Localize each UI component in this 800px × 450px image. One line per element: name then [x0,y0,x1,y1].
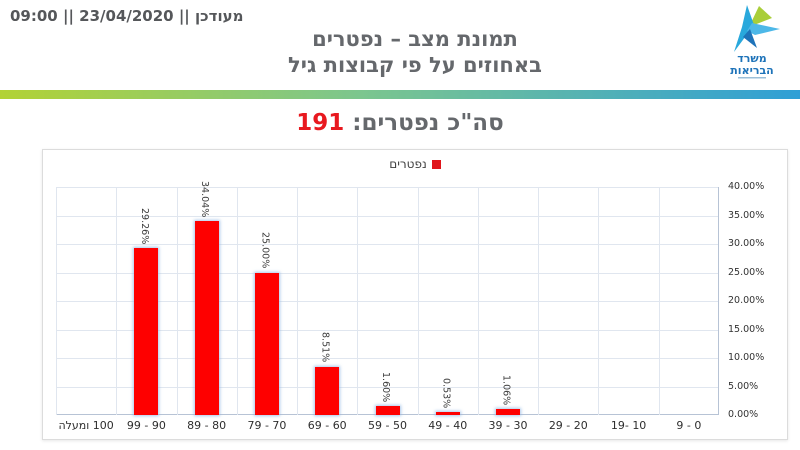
chart-legend: נפטרים [43,157,787,171]
x-category-label: 100 ומעלה [58,419,114,432]
y-tick-label: 5.00% [728,380,759,392]
page-title: תמונת מצב – נפטרים באחוזים על פי קבוצות … [288,27,542,78]
bar-30-39 [496,408,521,415]
bar-chart-plot-area: 29.26% 34.04% 25.00% 8.51% 1.60% 0.53% 1.06% [56,181,719,415]
x-category-label: 0 - 9 [676,419,702,432]
y-tick-label: 30.00% [728,238,765,249]
v-gridline [297,187,299,415]
bar-value-label: 8.51% [319,332,331,363]
y-tick-label: 15.00% [728,323,765,335]
y-axis-line [718,187,719,415]
x-category-label: 50 - 59 [368,419,407,432]
y-tick-label: 10.00% [728,352,765,363]
h-gridline [56,215,719,217]
y-tick-label: 25.00% [728,266,765,278]
v-gridline [538,187,540,415]
v-gridline [598,187,600,415]
page-title-line1: תמונת מצב – נפטרים [312,27,518,51]
bar-90-99 [134,248,159,415]
x-axis-category-labels: 100 ומעלה 90 - 99 80 - 89 70 - 79 60 - 69 50 … [56,419,719,437]
logo-tagline-rule [738,77,766,79]
x-category-label: 90 - 99 [126,419,166,432]
x-category-label: 30 - 39 [488,419,528,432]
x-category-label: 10 -19 [610,419,647,432]
bar-60-69 [315,366,340,415]
total-deaths-label: סה"כ נפטרים: [344,110,504,136]
h-gridline [56,187,719,188]
ministry-of-health-logo: משרד הבריאות [716,4,782,82]
bar-value-label: 1.60% [380,371,391,402]
v-gridline [357,187,359,415]
page-title-line2: באחוזים על פי קבוצות גיל [288,52,542,77]
h-gridline [56,358,719,359]
total-deaths-heading: סה"כ נפטרים: 191 [296,110,503,136]
bar-40-49 [435,411,460,415]
bar-80-89 [194,220,219,415]
bar-value-label: 0.53% [440,377,452,408]
ministry-of-health-logo-icon: משרד הבריאות [730,5,780,79]
total-deaths-value: 191 [296,110,345,136]
y-tick-label: 35.00% [728,209,765,221]
bar-value-label: 29.26% [138,207,150,245]
bar-70-79 [254,272,279,415]
gradient-divider [0,90,800,99]
logo-text-line1: משרד [737,52,766,65]
bar-value-label: 34.04% [199,180,211,217]
y-tick-label: 40.00% [728,181,765,192]
bar-50-59 [375,405,400,415]
legend-label: נפטרים [389,157,427,171]
v-gridline [236,187,238,415]
v-gridline [116,187,118,415]
y-tick-label: 20.00% [728,295,765,306]
x-category-label: 60 - 69 [307,419,347,432]
h-gridline [56,272,719,274]
logo-text-line2: הבריאות [730,64,773,77]
x-category-label: 40 - 49 [428,419,468,432]
v-gridline [417,187,419,415]
y-tick-label: 0.00% [728,409,759,420]
h-gridline [56,386,719,388]
v-gridline [176,187,178,415]
x-category-label: 80 - 89 [187,419,227,432]
x-category-label: 70 - 79 [247,419,287,432]
y-axis-tick-labels: 0.00% 5.00% 10.00% 15.00% 20.00% 25.00% 30.00%… [728,181,786,420]
last-updated-text: מעודכן || 23/04/2020 || 09:00 [10,7,244,25]
h-gridline [56,301,719,302]
h-gridline [56,329,719,331]
x-category-label: 20 - 29 [548,419,588,432]
v-gridline [477,187,479,415]
legend-marker-icon [431,159,441,169]
chart-card: נפטרים 29.26% 34.04% 25.00% 8.51% 1.60% 0.53%… [42,149,788,440]
bar-value-label: 25.00% [259,232,271,269]
bar-value-label: 1.06% [500,374,512,405]
v-gridline [658,187,660,415]
h-gridline [56,244,719,245]
v-gridline [56,187,57,415]
